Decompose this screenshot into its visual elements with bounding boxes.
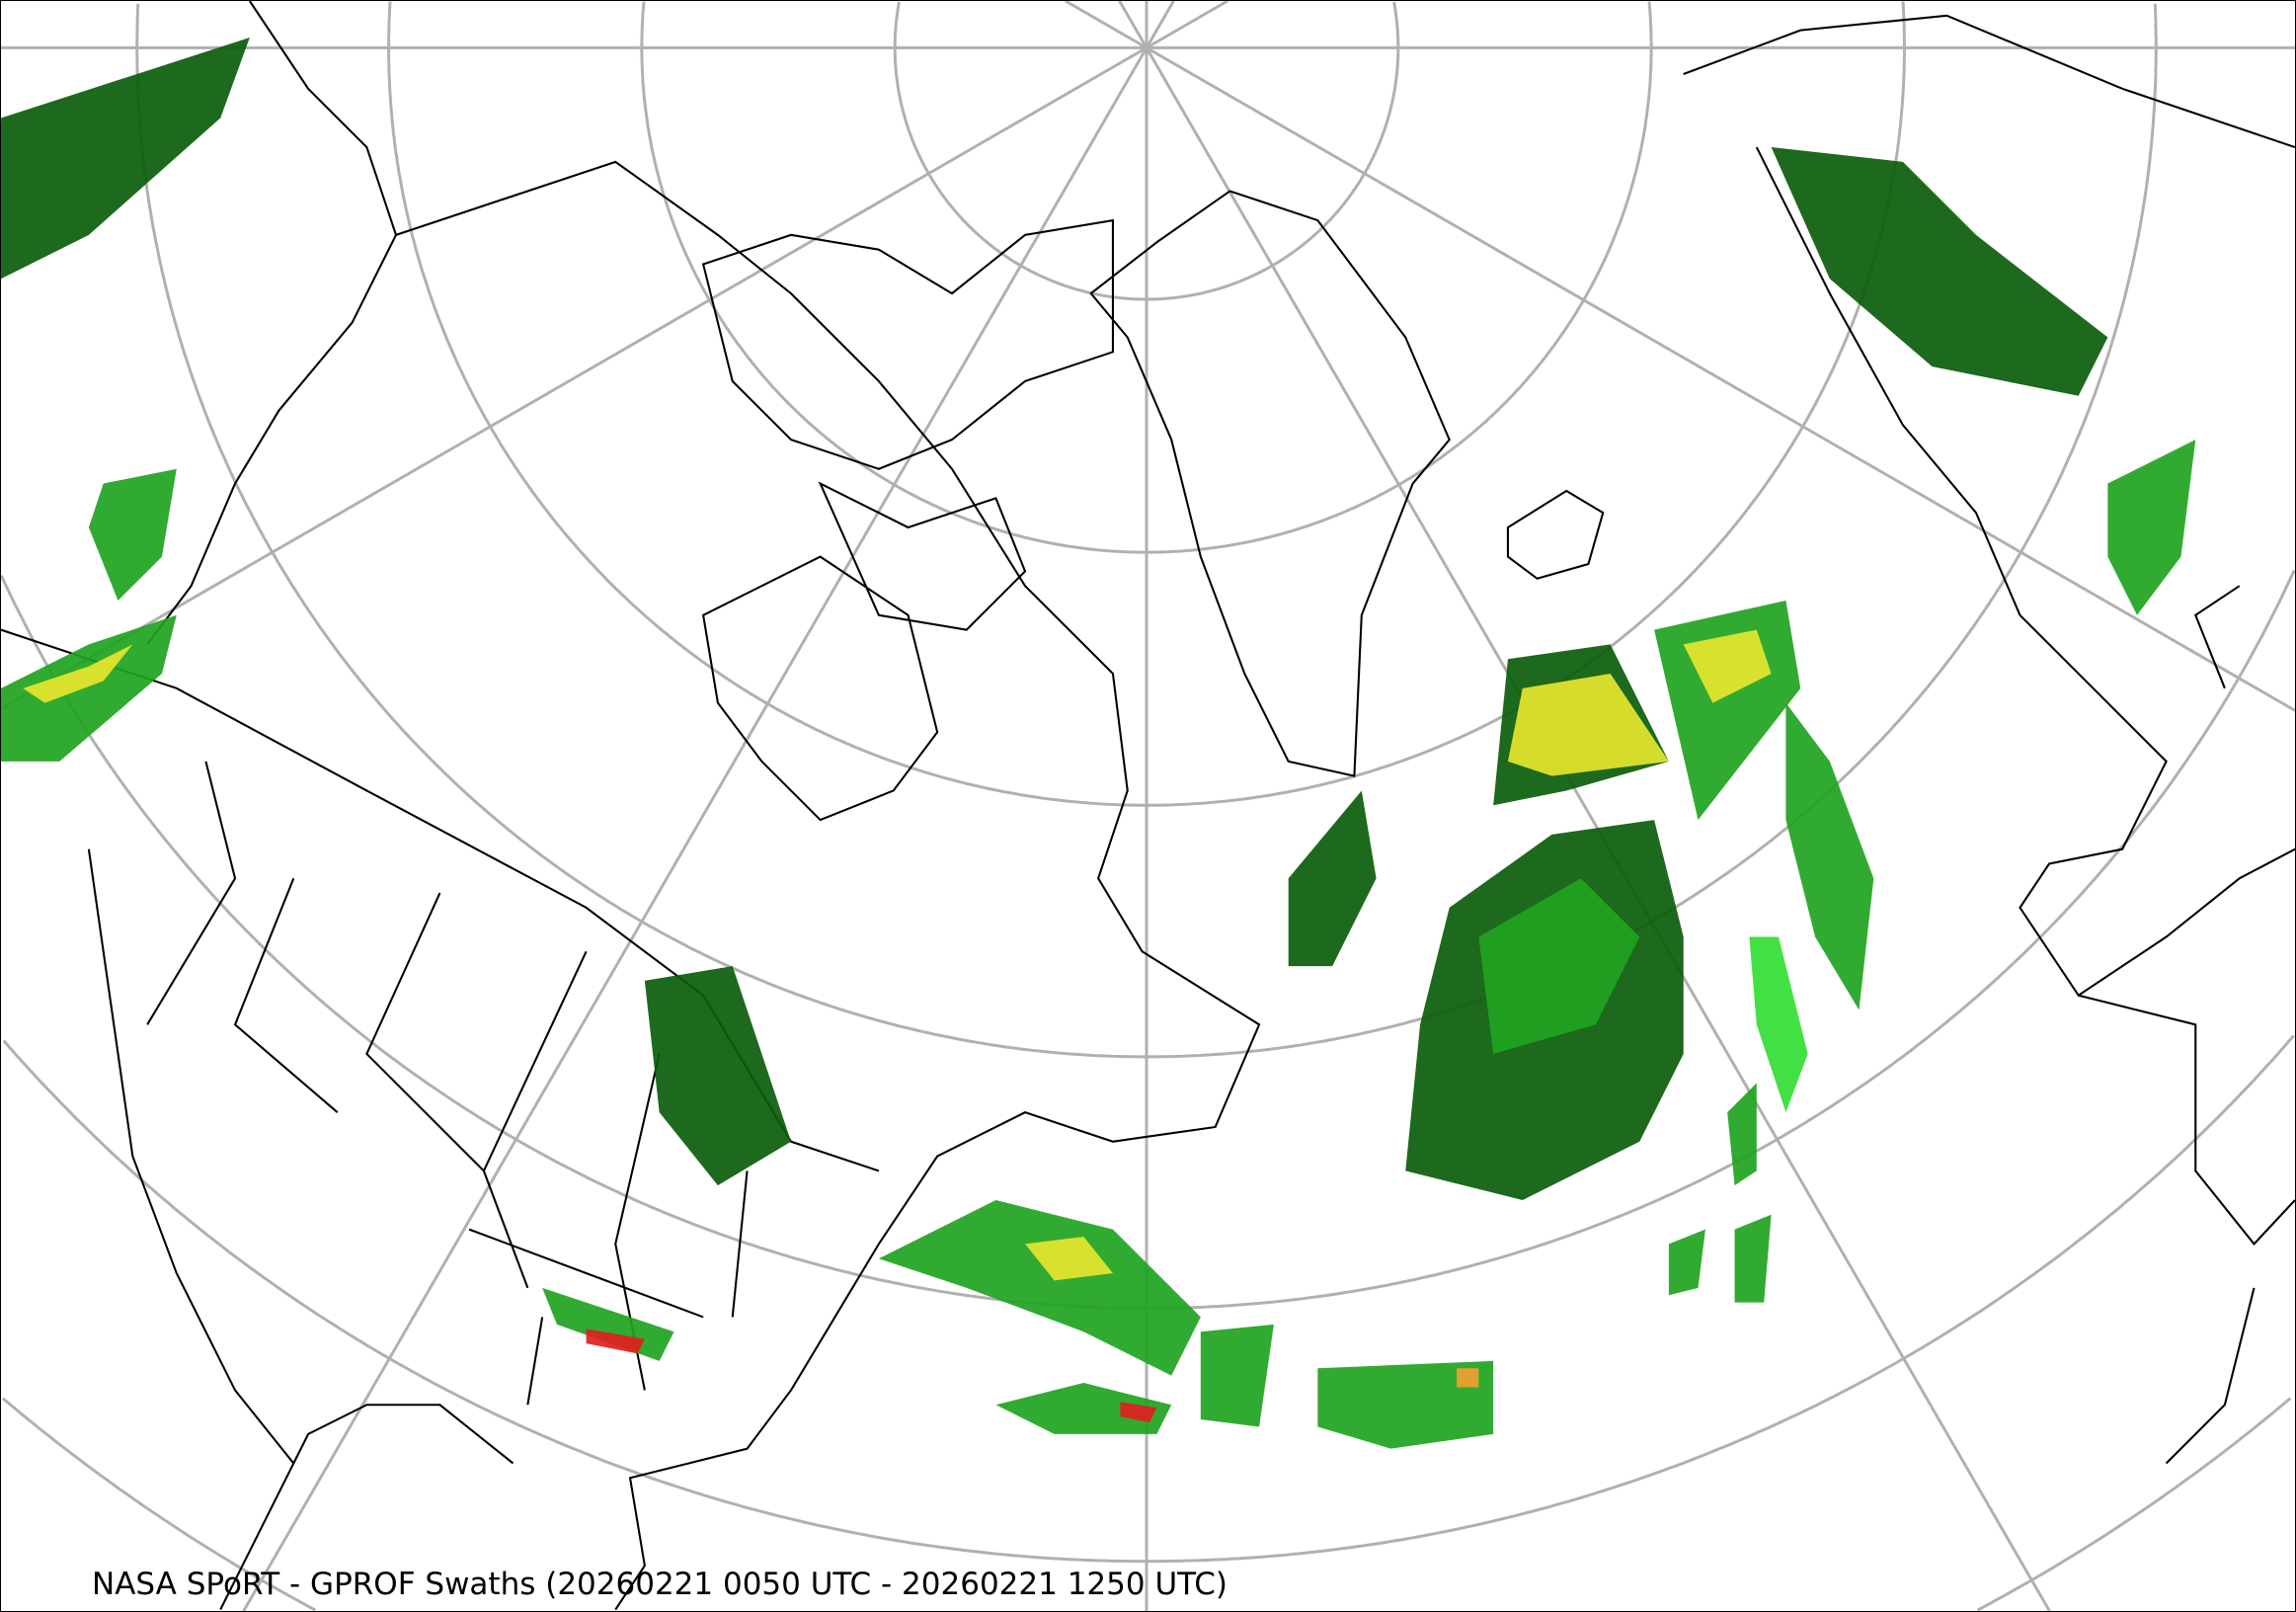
meridian-line bbox=[1146, 46, 2295, 712]
precipitation-area bbox=[1, 38, 250, 280]
precipitation-area bbox=[995, 1383, 1172, 1434]
greenland-outline bbox=[1089, 190, 1451, 777]
meridian-line bbox=[1146, 1, 1228, 49]
north-america-outline bbox=[131, 160, 1261, 1611]
precipitation-area bbox=[1457, 1368, 1479, 1388]
precipitation-area bbox=[1785, 702, 1874, 1010]
latitude-circle bbox=[893, 1, 1400, 301]
precipitation-area bbox=[1771, 147, 2108, 396]
meridian-line bbox=[242, 46, 1148, 1611]
meridian-line bbox=[1, 46, 1148, 710]
europe-outline bbox=[1683, 14, 2295, 998]
precipitation-area bbox=[1120, 1402, 1157, 1423]
map-caption: NASA SPoRT - GPROF Swaths (20260221 0050… bbox=[92, 1567, 1227, 1602]
hudson-bay-outline bbox=[701, 555, 939, 822]
precipitation-area bbox=[1, 614, 177, 762]
precipitation-area bbox=[1683, 629, 1772, 703]
latitude-circle bbox=[2, 1034, 2295, 1564]
meridian-line bbox=[1118, 1, 1148, 49]
africa-outline bbox=[2078, 994, 2295, 1465]
iceland-outline bbox=[1506, 489, 1605, 580]
precipitation-area bbox=[1478, 878, 1640, 1054]
latitude-circle bbox=[135, 3, 2158, 1059]
meridian-line bbox=[1145, 1, 1175, 49]
precipitation-area bbox=[2107, 440, 2196, 615]
precipitation-area bbox=[23, 644, 133, 703]
precipitation-area bbox=[1654, 600, 1801, 821]
precipitation-area bbox=[878, 1199, 1201, 1376]
precipitation-area bbox=[88, 468, 177, 601]
precipitation-area bbox=[644, 966, 792, 1186]
arctic-islands-outline bbox=[701, 218, 1114, 631]
alaska-outline bbox=[146, 1, 398, 646]
precipitation-area bbox=[1317, 1360, 1494, 1449]
precipitation-area bbox=[1200, 1324, 1274, 1427]
precipitation-area bbox=[1025, 1236, 1113, 1281]
precipitation-area bbox=[1288, 790, 1377, 967]
precipitation-area bbox=[1668, 1083, 1772, 1303]
precipitation-area bbox=[1507, 674, 1669, 776]
precipitation-swaths bbox=[1, 38, 2196, 1449]
meridian-line bbox=[1065, 1, 1148, 49]
precipitation-area bbox=[1749, 936, 1808, 1113]
latitude-circle bbox=[640, 1, 1653, 554]
precipitation-area bbox=[586, 1329, 645, 1354]
state-borders bbox=[87, 761, 749, 1406]
